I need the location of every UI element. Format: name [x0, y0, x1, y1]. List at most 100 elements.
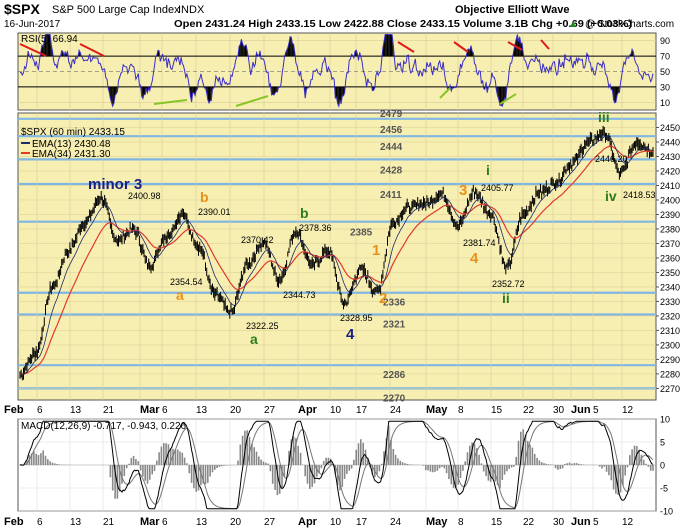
- ema13-line: [19, 136, 654, 375]
- rsi-oversold-fill: [338, 86, 340, 107]
- exchange: INDX: [178, 4, 205, 16]
- rsi-bearish-trendline: [507, 41, 523, 51]
- rsi-overbought-fill: [385, 34, 387, 57]
- x-axis-label: 22: [523, 405, 535, 416]
- price-tick-label: 2420: [660, 166, 680, 176]
- rsi-tick-label: 90: [660, 36, 670, 46]
- rsi-overbought-fill: [47, 34, 49, 57]
- rsi-line: [19, 34, 654, 108]
- x-axis-label: May: [426, 516, 448, 528]
- price-label-2344: 2344.73: [283, 290, 316, 300]
- x-axis-label: 27: [264, 405, 276, 416]
- x-axis-label: 6: [162, 517, 168, 528]
- price-tick-label: 2380: [660, 224, 680, 234]
- fib-level-label: 2286: [383, 370, 406, 381]
- rsi-overbought-fill: [519, 36, 521, 57]
- macd-tick-label: -10: [660, 507, 673, 517]
- rsi-panel: 10 30 50 70 90 RSI(5) 66.94: [17, 32, 670, 111]
- rsi-overbought-fill: [244, 45, 247, 57]
- x-axis-label: 12: [622, 517, 634, 528]
- x-axis-label: 30: [553, 517, 565, 528]
- wave-label-a-orange: a: [176, 287, 184, 303]
- macd-tick-label: 0: [660, 461, 665, 471]
- rsi-tick-label: 10: [660, 98, 670, 108]
- x-axis-bottom: Feb 6 13 21 Mar 6 13 20 27 Apr 10 17 24 May 8 15 22 30 Jun…: [4, 516, 634, 528]
- rsi-tick-label: 30: [660, 82, 670, 92]
- rsi-bearish-trendline: [453, 41, 469, 53]
- rsi-bullish-trendline: [235, 95, 269, 107]
- rsi-oversold-fill: [501, 86, 503, 107]
- rsi-oversold-fill: [192, 86, 194, 94]
- wave-label-b-orange: b: [200, 189, 209, 205]
- fib-level-label: 2411: [380, 190, 402, 201]
- price-tick-label: 2300: [660, 340, 680, 350]
- x-axis-label: May: [426, 404, 448, 416]
- x-axis-label: 20: [230, 517, 242, 528]
- rsi-bullish-trendline: [153, 99, 188, 105]
- x-axis-label: 15: [491, 405, 503, 416]
- rsi-overbought-fill: [292, 43, 294, 57]
- price-label-2400: 2400.98: [128, 191, 161, 201]
- fib-level-label: 2428: [380, 165, 403, 176]
- change-arrow: ▲: [568, 19, 578, 30]
- price-tick-label: 2390: [660, 210, 680, 220]
- macd-label: MACD(12,26,9) -0.717, -0.943, 0.226: [21, 421, 187, 432]
- rsi-bearish-trendline: [19, 43, 47, 57]
- fib-level-label: 2336: [383, 298, 406, 309]
- x-axis-label: 13: [70, 405, 82, 416]
- rsi-bearish-trendline: [540, 39, 550, 50]
- rsi-overbought-fill: [388, 34, 390, 57]
- ema34-line: [19, 145, 653, 375]
- rsi-oversold-fill: [111, 86, 113, 107]
- price-tick-label: 2440: [660, 137, 680, 147]
- rsi-overbought-fill: [243, 45, 245, 57]
- rsi-oversold-fill: [208, 86, 211, 103]
- macd-tick-label: 5: [660, 438, 665, 448]
- wave-label-iii-green: iii: [598, 109, 610, 125]
- price-tick-label: 2320: [660, 311, 680, 321]
- price-tick-label: 2340: [660, 282, 680, 292]
- rsi-overbought-fill: [384, 34, 386, 57]
- x-axis-label: 13: [70, 517, 82, 528]
- x-axis-middle: Feb 6 13 21 Mar 6 13 20 27 Apr 10 17 24 May 8 15 22 30 Jun…: [4, 404, 634, 416]
- wave-label-i-green: i: [486, 162, 490, 178]
- price-label-2446: 2446.20: [595, 154, 628, 164]
- x-axis-label: 30: [553, 405, 565, 416]
- macd-line: [19, 420, 654, 510]
- wave-label-a-green: a: [250, 331, 258, 347]
- rsi-overbought-fill: [389, 34, 391, 57]
- price-tick-label: 2450: [660, 123, 680, 133]
- fib-level-label: 2385: [350, 228, 373, 239]
- x-axis-label: 21: [103, 405, 115, 416]
- chart-title: Objective Elliott Wave: [455, 4, 570, 16]
- x-axis-label: 20: [230, 405, 242, 416]
- x-axis-label: 12: [622, 405, 634, 416]
- price-tick-label: 2330: [660, 297, 680, 307]
- wave-label-iv-green: iv: [605, 188, 617, 204]
- wave-label-minor3: minor 3: [88, 176, 142, 193]
- x-axis-label: 27: [264, 517, 276, 528]
- x-axis-label: Jun: [571, 404, 591, 416]
- rsi-oversold-fill: [342, 86, 344, 96]
- price-tick-label: 2290: [660, 355, 680, 365]
- ema13-legend-label: EMA(13) 2430.48: [32, 139, 111, 150]
- x-axis-label: 24: [390, 517, 402, 528]
- x-axis-label: Apr: [298, 516, 318, 528]
- x-axis-label: 6: [37, 405, 43, 416]
- rsi-bullish-trendline: [499, 93, 517, 105]
- x-axis-label: 8: [458, 517, 464, 528]
- x-axis-label: Mar: [140, 516, 160, 528]
- rsi-oversold-fill: [504, 86, 506, 100]
- rsi-oversold-fill: [112, 86, 114, 107]
- x-axis-label: Apr: [298, 404, 318, 416]
- price-label-2381: 2381.74: [463, 238, 496, 248]
- rsi-oversold-fill: [337, 86, 339, 107]
- price-label-2418: 2418.53: [623, 190, 656, 200]
- rsi-overbought-fill: [386, 34, 388, 57]
- price-tick-label: 2370: [660, 239, 680, 249]
- price-label-2378: 2378.36: [299, 223, 332, 233]
- wave-label-4-navy: 4: [346, 326, 355, 343]
- price-label-2370: 2370.42: [241, 235, 274, 245]
- rsi-overbought-fill: [387, 34, 389, 57]
